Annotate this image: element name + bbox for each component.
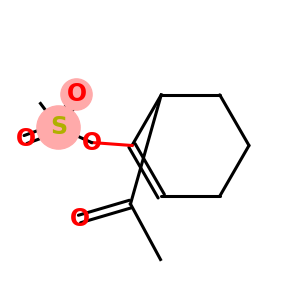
Text: O: O (69, 207, 90, 231)
Circle shape (61, 79, 92, 110)
Text: S: S (50, 116, 67, 140)
Text: O: O (81, 130, 102, 154)
Circle shape (37, 106, 80, 149)
Text: O: O (66, 82, 87, 106)
Text: O: O (15, 128, 36, 152)
